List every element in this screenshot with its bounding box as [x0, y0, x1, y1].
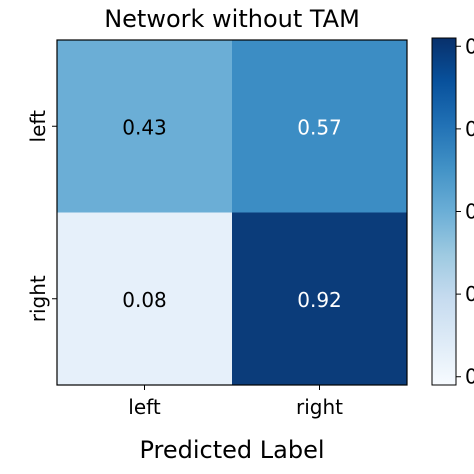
heatmap-cells	[57, 40, 407, 385]
colorbar-tick-label: 0	[465, 34, 474, 58]
x-tick-label-left: left	[128, 395, 161, 419]
plot-frame	[56, 39, 408, 386]
x-axis-ticks: left right	[128, 385, 343, 419]
colorbar-ticks: 0 0 0 0 0	[456, 34, 474, 389]
colorbar-tick-label: 0	[465, 365, 474, 389]
heatmap-cell-0-0	[57, 40, 232, 213]
cell-value-label-1-1: 0.92	[297, 288, 342, 312]
cell-value-label-0-1: 0.57	[297, 115, 342, 139]
heatmap-cell-1-0	[57, 212, 232, 385]
colorbar-tick-label: 0	[465, 117, 474, 141]
heatmap-cell-1-1	[232, 212, 407, 385]
heatmap-cell-labels: 0.43 0.57 0.08 0.92	[122, 115, 342, 312]
y-tick-label-right: right	[26, 275, 50, 322]
cell-value-label-0-0: 0.43	[122, 115, 167, 139]
x-axis-label: Predicted Label	[139, 436, 324, 464]
heatmap-cell-0-1	[232, 40, 407, 213]
colorbar-tick-label: 0	[465, 282, 474, 306]
colorbar-tick-label: 0	[465, 200, 474, 224]
x-tick-label-right: right	[296, 395, 343, 419]
chart-title: Network without TAM	[104, 5, 360, 33]
y-tick-label-left: left	[26, 110, 50, 143]
y-axis-ticks: left right	[26, 110, 57, 322]
colorbar	[431, 37, 457, 386]
cell-value-label-1-0: 0.08	[122, 288, 167, 312]
